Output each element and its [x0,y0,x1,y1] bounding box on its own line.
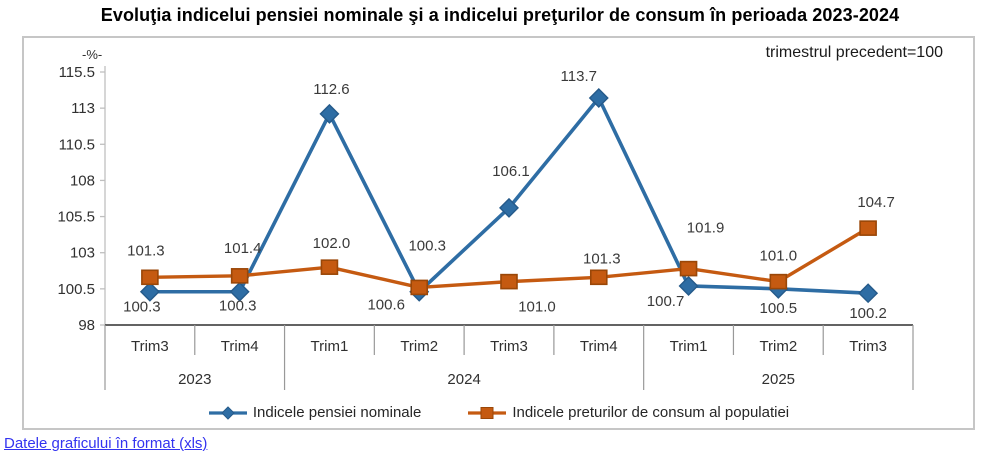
y-axis-tick-label: 100.5 [57,281,95,298]
x-axis-quarter-label: Trim4 [221,338,259,355]
pension-diamond-marker [678,275,699,296]
x-axis-quarter-label: Trim1 [670,338,708,355]
data-label: 101.9 [687,220,725,237]
x-axis-year-label: 2024 [447,371,480,388]
legend-label-pension: Indicele pensiei nominale [252,404,422,421]
x-axis-year-label: 2023 [178,371,211,388]
data-label: 102.0 [313,235,351,252]
data-label: 100.6 [367,296,405,313]
data-label: 100.7 [647,293,685,310]
cpi-square-marker [679,260,698,277]
cpi-square-marker [410,279,429,296]
legend-label-cpi: Indicele preturilor de consum al populat… [512,404,790,421]
x-axis-quarter-label: Trim4 [580,338,618,355]
data-label: 100.3 [408,238,446,255]
cpi-square-marker [320,259,339,275]
y-axis-tick-label: 110.5 [59,136,95,153]
chart-frame: -%- trimestrul precedent=100 98 100.5 103 1… [22,36,975,430]
pension-diamond-marker [319,103,340,124]
y-axis-unit-label: -%- [82,47,103,62]
y-axis-tick-label: 113 [71,100,95,117]
pension-diamond-marker [588,88,609,109]
data-label: 100.3 [219,298,257,315]
xls-download-link[interactable]: Datele graficului în format (xls) [4,435,208,452]
data-label: 112.6 [313,81,349,98]
x-axis-year-label: 2025 [762,371,795,388]
pension-diamond-marker [858,283,879,304]
chart-legend: Indicele pensiei nominale Indicele pretu… [24,404,973,421]
data-label: 104.7 [857,194,895,211]
y-axis-tick-label: 103 [70,245,95,262]
x-axis-quarter-label: Trim1 [311,338,349,355]
pension-diamond-marker [139,281,160,302]
data-label: 100.2 [849,305,887,322]
x-axis-quarter-label: Trim3 [490,338,528,355]
line-chart-plot: 98 100.5 103 105.5 108 110.5 113 115.5 Trim3 Trim… [57,64,914,390]
data-label: 106.1 [492,163,530,180]
cpi-square-marker [500,273,518,290]
pension-diamond-marker [229,281,250,302]
cpi-line-square-icon [468,406,507,419]
x-axis-quarter-label: Trim3 [849,338,887,355]
cpi-square-marker [859,220,877,236]
cpi-square-marker [141,269,159,286]
y-axis-tick-label: 98 [78,317,95,334]
data-label: 100.5 [760,300,798,317]
x-axis-quarter-label: Trim2 [400,338,438,355]
legend-entry-cpi: Indicele preturilor de consum al populat… [467,404,789,421]
legend-entry-pension: Indicele pensiei nominale [208,404,421,421]
data-label: 101.0 [518,299,556,316]
y-axis-tick-label: 108 [70,172,95,189]
data-label: 101.3 [127,242,165,259]
data-label: 101.4 [224,240,262,257]
cpi-square-marker [230,268,249,284]
cpi-square-marker [589,269,608,286]
pension-diamond-marker [499,197,519,218]
x-axis-quarter-label: Trim3 [131,338,169,355]
x-axis-quarter-label: Trim2 [759,338,797,355]
data-label: 100.3 [123,299,161,316]
page-title: Evoluţia indicelui pensiei nominale şi a… [100,5,900,25]
data-label: 101.0 [760,248,798,265]
data-label: 113.7 [561,68,597,85]
y-axis-tick-label: 115.5 [59,64,95,81]
chart-note: trimestrul precedent=100 [765,44,943,61]
cpi-square-marker [769,273,788,290]
pension-line-diamond-icon [208,405,247,420]
data-label: 101.3 [583,250,621,267]
y-axis-tick-label: 105.5 [57,209,95,226]
